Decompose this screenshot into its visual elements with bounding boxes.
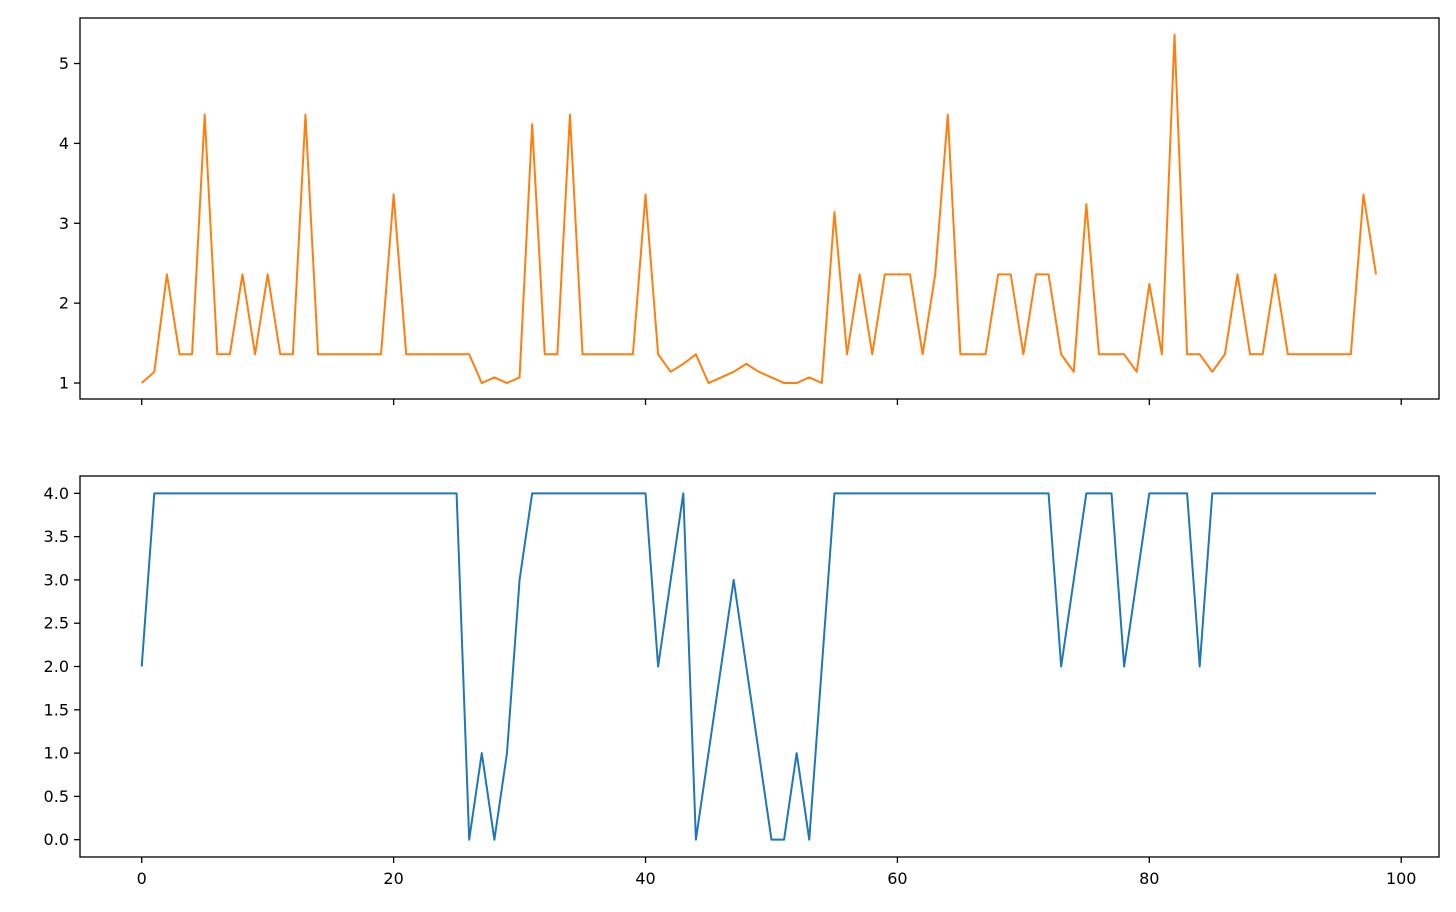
y-tick-label: 3.5 xyxy=(44,527,69,546)
y-tick-label: 2 xyxy=(59,294,69,313)
y-tick-label: 0.0 xyxy=(44,830,69,849)
x-tick-label: 60 xyxy=(887,869,907,888)
y-tick-label: 5 xyxy=(59,54,69,73)
subplot-1: 1 2 3 4 5 xyxy=(59,17,1440,405)
y-tick-label: 1.0 xyxy=(44,744,69,763)
x-tick-label: 80 xyxy=(1139,869,1159,888)
x-tick-label: 20 xyxy=(383,869,403,888)
y-tick-label: 0.5 xyxy=(44,787,69,806)
series-line-1-1 xyxy=(141,33,1378,385)
y-tick-label: 4.0 xyxy=(44,484,69,503)
x-tick-label: 40 xyxy=(635,869,655,888)
subplots: 1 2 3 4 5 0.0 0.5 1.0 1.5 2.0 2.5 3.0 3.5 4.0 0 20 40 60 8… xyxy=(44,17,1440,888)
y-tick-label: 2.5 xyxy=(44,614,69,633)
y-tick-label: 1.5 xyxy=(44,700,69,719)
y-tick-label: 3 xyxy=(59,214,69,233)
y-tick-label: 4 xyxy=(59,134,69,153)
x-tick-label: 0 xyxy=(137,869,147,888)
y-tick-label: 3.0 xyxy=(44,570,69,589)
y-tick-label: 1 xyxy=(59,374,69,393)
subplot-2: 0.0 0.5 1.0 1.5 2.0 2.5 3.0 3.5 4.0 0 20 40 60 80 100 xyxy=(44,475,1440,888)
x-tick-label: 100 xyxy=(1386,869,1417,888)
y-tick-label: 2.0 xyxy=(44,657,69,676)
axes-frame xyxy=(79,17,1440,400)
series-line-2-1 xyxy=(140,492,1377,841)
